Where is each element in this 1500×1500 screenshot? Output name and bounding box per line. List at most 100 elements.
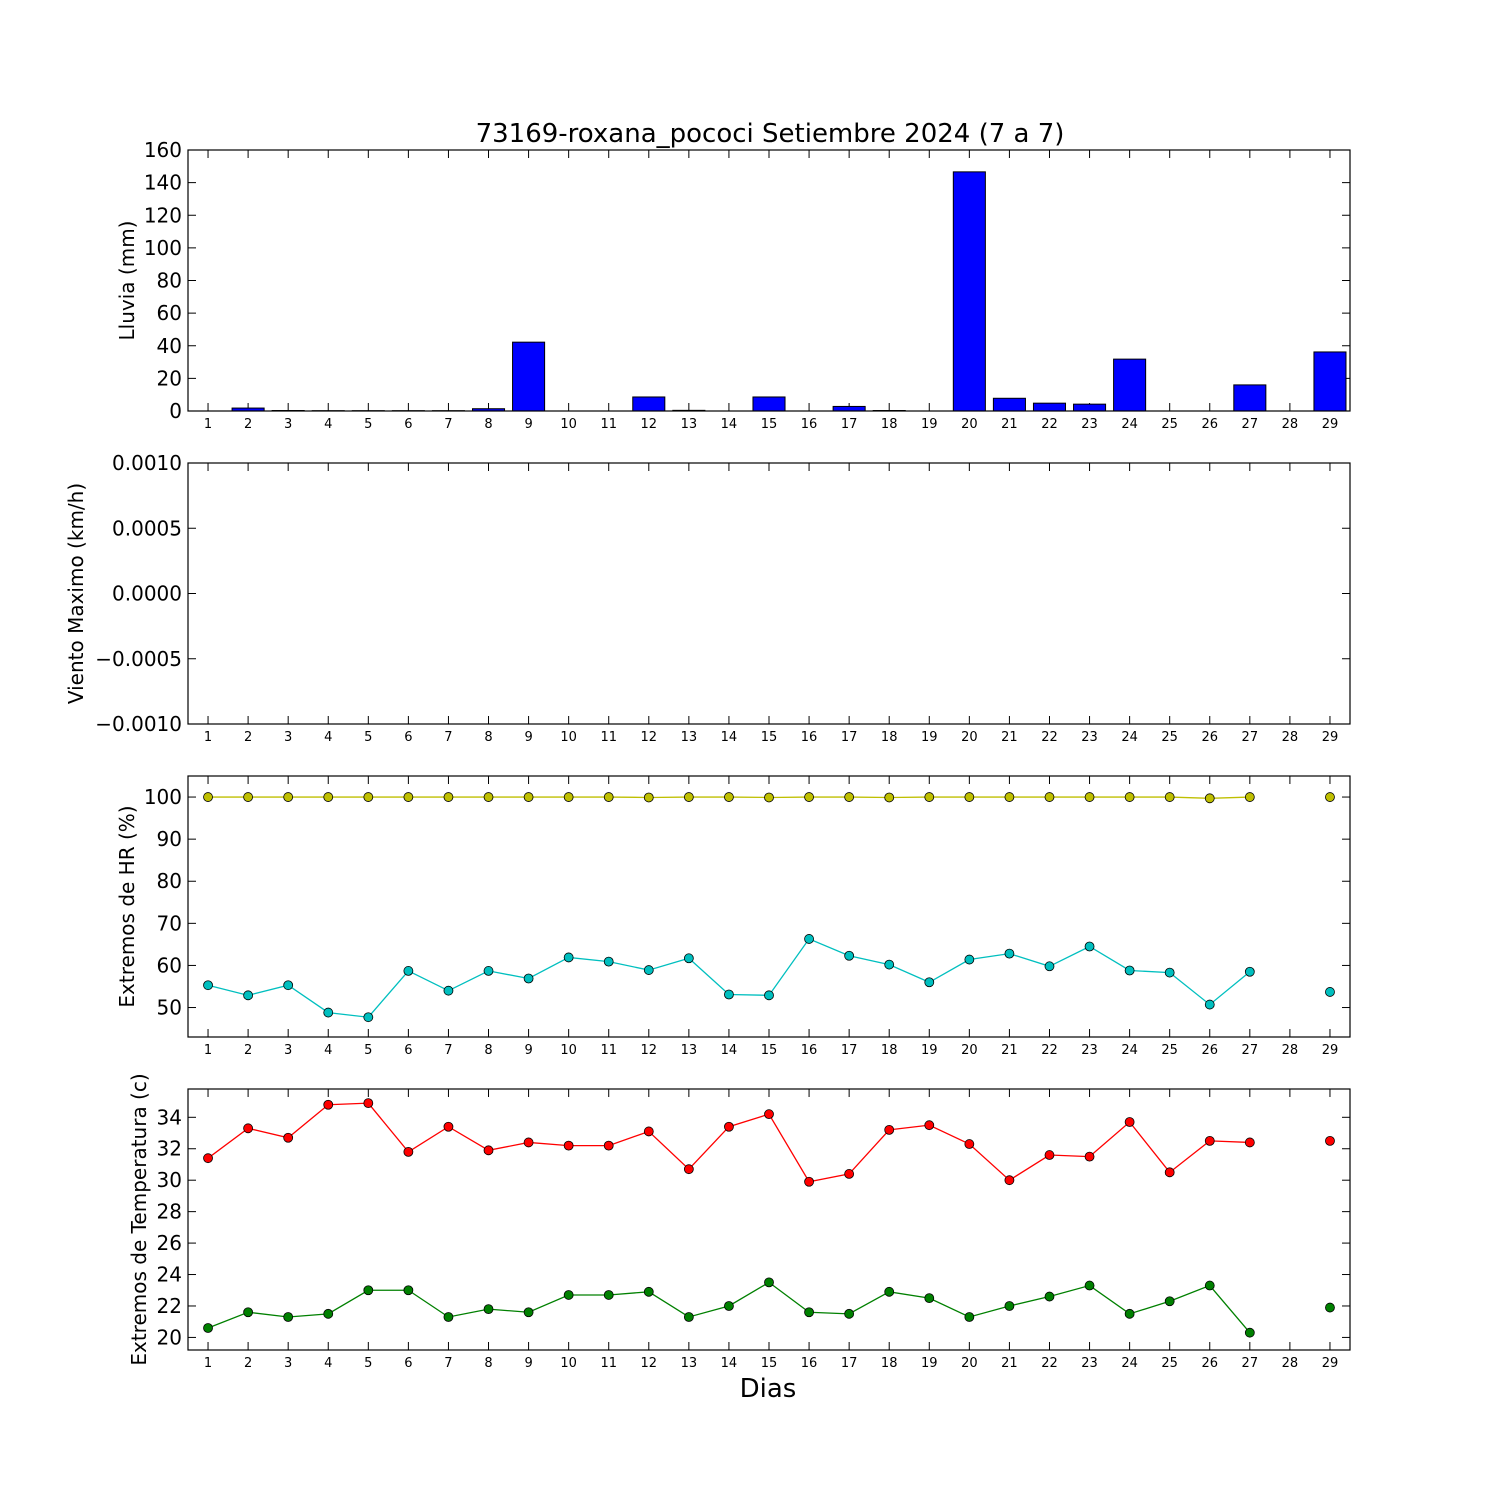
humidity-series-1-point	[1084, 941, 1095, 952]
temperature-axes-frame	[187, 1088, 1351, 1351]
temperature-series-1-point	[1164, 1296, 1175, 1307]
temperature-ytick-label: 24	[157, 1263, 182, 1287]
wind-ytick-label: −0.0005	[95, 647, 182, 671]
wind-xtick-label: 2	[244, 730, 252, 745]
temperature-ytick-label: 28	[157, 1200, 182, 1224]
rain-bar	[632, 396, 666, 412]
humidity-series-1-point	[1244, 966, 1255, 977]
rain-xtick-label: 25	[1161, 417, 1178, 432]
temperature-xtick-label: 19	[921, 1356, 938, 1371]
humidity-series-0-point	[403, 792, 414, 802]
wind-xtick-label: 25	[1161, 730, 1178, 745]
humidity-series-1-point	[443, 985, 454, 996]
humidity-xtick-label: 3	[284, 1043, 292, 1058]
rain-bar	[752, 396, 786, 412]
humidity-series-0-point	[804, 792, 814, 802]
temperature-xtick-label: 9	[524, 1356, 532, 1371]
humidity-series-1-point	[724, 989, 734, 1000]
temperature-series-1-point	[363, 1285, 374, 1296]
humidity-series-1-point	[844, 950, 855, 961]
humidity-series-1-point	[363, 1012, 374, 1023]
temperature-xtick-label: 6	[404, 1356, 412, 1371]
wind-xtick-label: 19	[921, 730, 938, 745]
temperature-series-0-point	[603, 1140, 614, 1151]
humidity-xtick-label: 9	[524, 1043, 532, 1058]
temperature-series-0-point	[1244, 1137, 1255, 1148]
temperature-series-0-point	[1044, 1150, 1055, 1160]
rain-xtick-label: 4	[324, 417, 332, 432]
rain-xtick-label: 22	[1041, 417, 1058, 432]
temperature-series-1-point	[603, 1290, 614, 1300]
humidity-ytick-label: 100	[144, 785, 182, 809]
temperature-series-0-point	[443, 1121, 454, 1132]
humidity-series-0-point	[243, 792, 254, 802]
wind-xtick-label: 14	[721, 730, 738, 745]
temperature-series-1-point	[1004, 1301, 1015, 1311]
rain-ytick-label: 120	[144, 203, 182, 227]
temperature-series-0-point	[643, 1126, 654, 1137]
temperature-series-1-point	[844, 1308, 855, 1319]
rain-xtick-label: 20	[961, 417, 978, 432]
humidity-series-1-point	[964, 954, 975, 965]
humidity-series-0-point	[844, 792, 855, 802]
rain-bar	[1233, 384, 1267, 412]
rain-ytick-label: 80	[157, 269, 182, 293]
wind-xtick-label: 21	[1001, 730, 1018, 745]
rain-xtick-label: 13	[681, 417, 698, 432]
humidity-xtick-label: 19	[921, 1043, 938, 1058]
humidity-xtick-label: 20	[961, 1043, 978, 1058]
humidity-xtick-label: 26	[1201, 1043, 1218, 1058]
rain-xtick-label: 12	[641, 417, 658, 432]
temperature-series-0-point	[523, 1137, 534, 1148]
temperature-ytick-label: 32	[157, 1137, 182, 1161]
humidity-ytick-label: 70	[157, 911, 182, 935]
wind-xtick-label: 27	[1242, 730, 1259, 745]
humidity-series-0-point	[1204, 793, 1215, 804]
humidity-series-0-point	[924, 792, 935, 802]
wind-xtick-label: 26	[1201, 730, 1218, 745]
rain-bar	[1073, 403, 1107, 412]
temperature-xtick-label: 18	[881, 1356, 898, 1371]
temperature-ytick-label: 20	[157, 1325, 182, 1349]
temperature-xtick-label: 16	[801, 1356, 818, 1371]
wind-xtick-label: 20	[961, 730, 978, 745]
temperature-xtick-label: 1	[204, 1356, 212, 1371]
humidity-xtick-label: 10	[560, 1043, 577, 1058]
wind-xtick-label: 24	[1121, 730, 1138, 745]
temperature-xtick-label: 23	[1081, 1356, 1098, 1371]
humidity-series-1-point	[924, 977, 935, 988]
humidity-series-1-point	[884, 959, 895, 970]
humidity-xtick-label: 4	[324, 1043, 332, 1058]
rain-xtick-label: 29	[1322, 417, 1339, 432]
wind-xtick-label: 11	[600, 730, 617, 745]
humidity-xtick-label: 11	[600, 1043, 617, 1058]
temperature-ytick-label: 26	[157, 1231, 182, 1255]
rain-xtick-label: 1	[204, 417, 212, 432]
wind-xtick-label: 17	[841, 730, 858, 745]
temperature-xtick-label: 13	[681, 1356, 698, 1371]
temperature-series-1-point	[643, 1286, 654, 1297]
rain-ytick-label: 40	[157, 334, 182, 358]
wind-xtick-label: 8	[484, 730, 492, 745]
humidity-ylabel: Extremos de HR (%)	[115, 805, 139, 1007]
temperature-series-1-point	[203, 1323, 213, 1333]
humidity-xtick-label: 18	[881, 1043, 898, 1058]
humidity-series-1-point	[323, 1007, 334, 1018]
temperature-series-1-point	[243, 1307, 254, 1318]
humidity-series-1-point	[283, 980, 294, 991]
rain-xtick-label: 16	[801, 417, 818, 432]
wind-xtick-label: 10	[560, 730, 577, 745]
humidity-series-0-point	[563, 792, 574, 802]
temperature-xtick-label: 12	[641, 1356, 658, 1371]
rain-xtick-label: 7	[444, 417, 452, 432]
temperature-series-0-point	[683, 1164, 694, 1175]
wind-xtick-label: 5	[364, 730, 372, 745]
temperature-xtick-label: 11	[600, 1356, 617, 1371]
temperature-series-0-point	[804, 1176, 814, 1187]
temperature-series-0-point	[724, 1121, 734, 1132]
temperature-series-1-point	[1204, 1280, 1215, 1291]
humidity-series-0-point	[443, 792, 454, 802]
humidity-xtick-label: 8	[484, 1043, 492, 1058]
